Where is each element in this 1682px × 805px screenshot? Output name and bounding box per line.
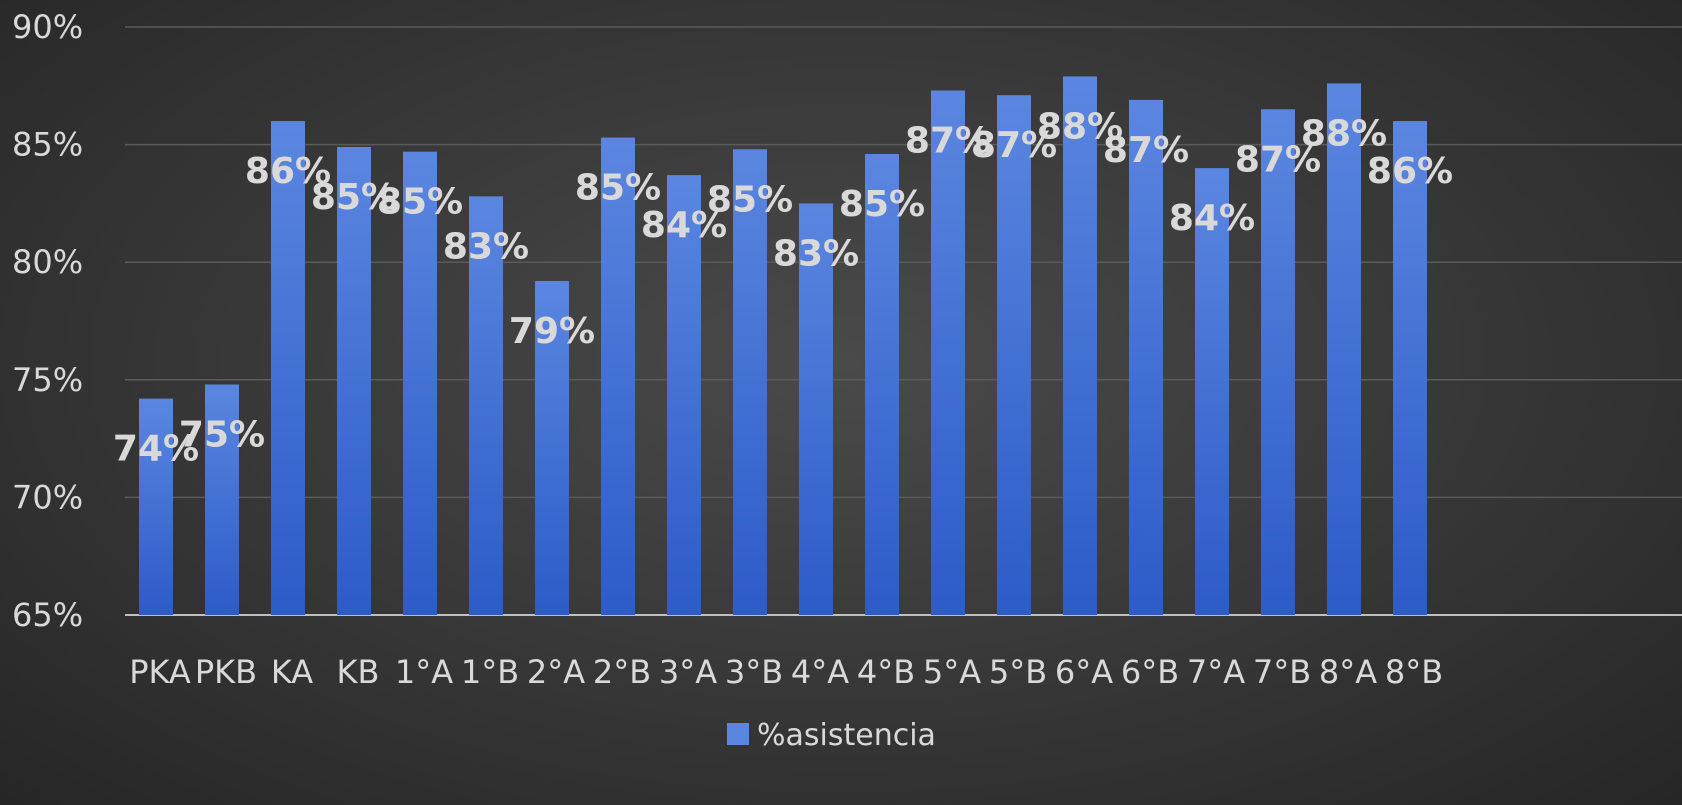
data-label: 85%	[839, 184, 925, 225]
data-labels: 74%75%86%85%85%83%79%85%84%85%83%85%87%8…	[113, 106, 1453, 469]
x-tick-label: 5°A	[923, 653, 981, 691]
data-label: 84%	[1169, 198, 1255, 239]
data-label: 87%	[1235, 139, 1321, 180]
bar	[865, 154, 899, 615]
y-tick-label: 80%	[12, 243, 83, 281]
x-tick-label: 1°B	[461, 653, 519, 691]
bar	[1327, 83, 1361, 615]
data-label: 84%	[641, 205, 727, 246]
bars	[139, 76, 1427, 616]
x-tick-label: 7°B	[1253, 653, 1311, 691]
y-tick-label: 65%	[12, 596, 83, 634]
bar	[1129, 99, 1163, 616]
x-tick-label: 6°B	[1121, 653, 1179, 691]
data-label: 85%	[311, 177, 397, 218]
bar	[931, 90, 965, 615]
data-label: 88%	[1301, 113, 1387, 154]
x-axis: PKA PKB KA KB 1°A 1°B 2°A 2°B 3°A 3°B 4°A 4°B 5°A 5°B…	[129, 653, 1443, 691]
x-tick-label: 4°A	[791, 653, 849, 691]
bar	[1393, 121, 1427, 615]
data-label: 88%	[1037, 106, 1123, 147]
data-label: 75%	[179, 415, 265, 456]
y-tick-label: 75%	[12, 361, 83, 399]
data-label: 79%	[509, 311, 595, 352]
bar	[535, 281, 569, 615]
x-tick-label: 8°B	[1385, 653, 1443, 691]
x-tick-label: 2°B	[593, 653, 651, 691]
x-tick-label: 6°A	[1055, 653, 1113, 691]
legend: %asistencia	[727, 718, 936, 753]
data-label: 85%	[707, 179, 793, 220]
data-label: 74%	[113, 429, 199, 470]
data-label: 86%	[245, 151, 331, 192]
data-label: 87%	[971, 125, 1057, 166]
data-label: 83%	[443, 226, 529, 267]
x-tick-label: 2°A	[527, 653, 585, 691]
x-tick-label: 4°B	[857, 653, 915, 691]
x-tick-label: 1°A	[395, 653, 453, 691]
legend-swatch	[727, 723, 749, 745]
bar	[403, 151, 437, 615]
bar	[469, 196, 503, 615]
bar	[997, 95, 1031, 615]
bar	[139, 398, 173, 615]
bar	[1261, 109, 1295, 615]
y-tick-label: 85%	[12, 126, 83, 164]
x-tick-label: PKB	[195, 653, 257, 691]
x-tick-label: PKA	[129, 653, 191, 691]
bar	[1195, 168, 1229, 615]
y-tick-label: 70%	[12, 478, 83, 516]
bar	[337, 146, 371, 615]
bar	[601, 137, 635, 615]
data-label: 83%	[773, 233, 859, 274]
x-tick-label: 8°A	[1319, 653, 1377, 691]
bar	[271, 121, 305, 615]
x-tick-label: 5°B	[989, 653, 1047, 691]
data-label: 85%	[377, 182, 463, 223]
x-tick-label: KA	[271, 653, 313, 691]
x-tick-label: 3°B	[725, 653, 783, 691]
bar	[799, 203, 833, 615]
legend-label: %asistencia	[757, 718, 936, 753]
bar	[667, 175, 701, 615]
x-tick-label: KB	[337, 653, 380, 691]
data-label: 85%	[575, 168, 661, 209]
data-label: 87%	[905, 121, 991, 162]
x-tick-label: 7°A	[1187, 653, 1245, 691]
data-label: 86%	[1367, 151, 1453, 192]
data-label: 87%	[1103, 130, 1189, 171]
bar	[1063, 76, 1097, 616]
y-tick-label: 90%	[12, 8, 83, 46]
y-axis: 65% 70% 75% 80% 85% 90%	[12, 8, 83, 634]
bar	[733, 149, 767, 615]
x-tick-label: 3°A	[659, 653, 717, 691]
bar	[205, 384, 239, 615]
